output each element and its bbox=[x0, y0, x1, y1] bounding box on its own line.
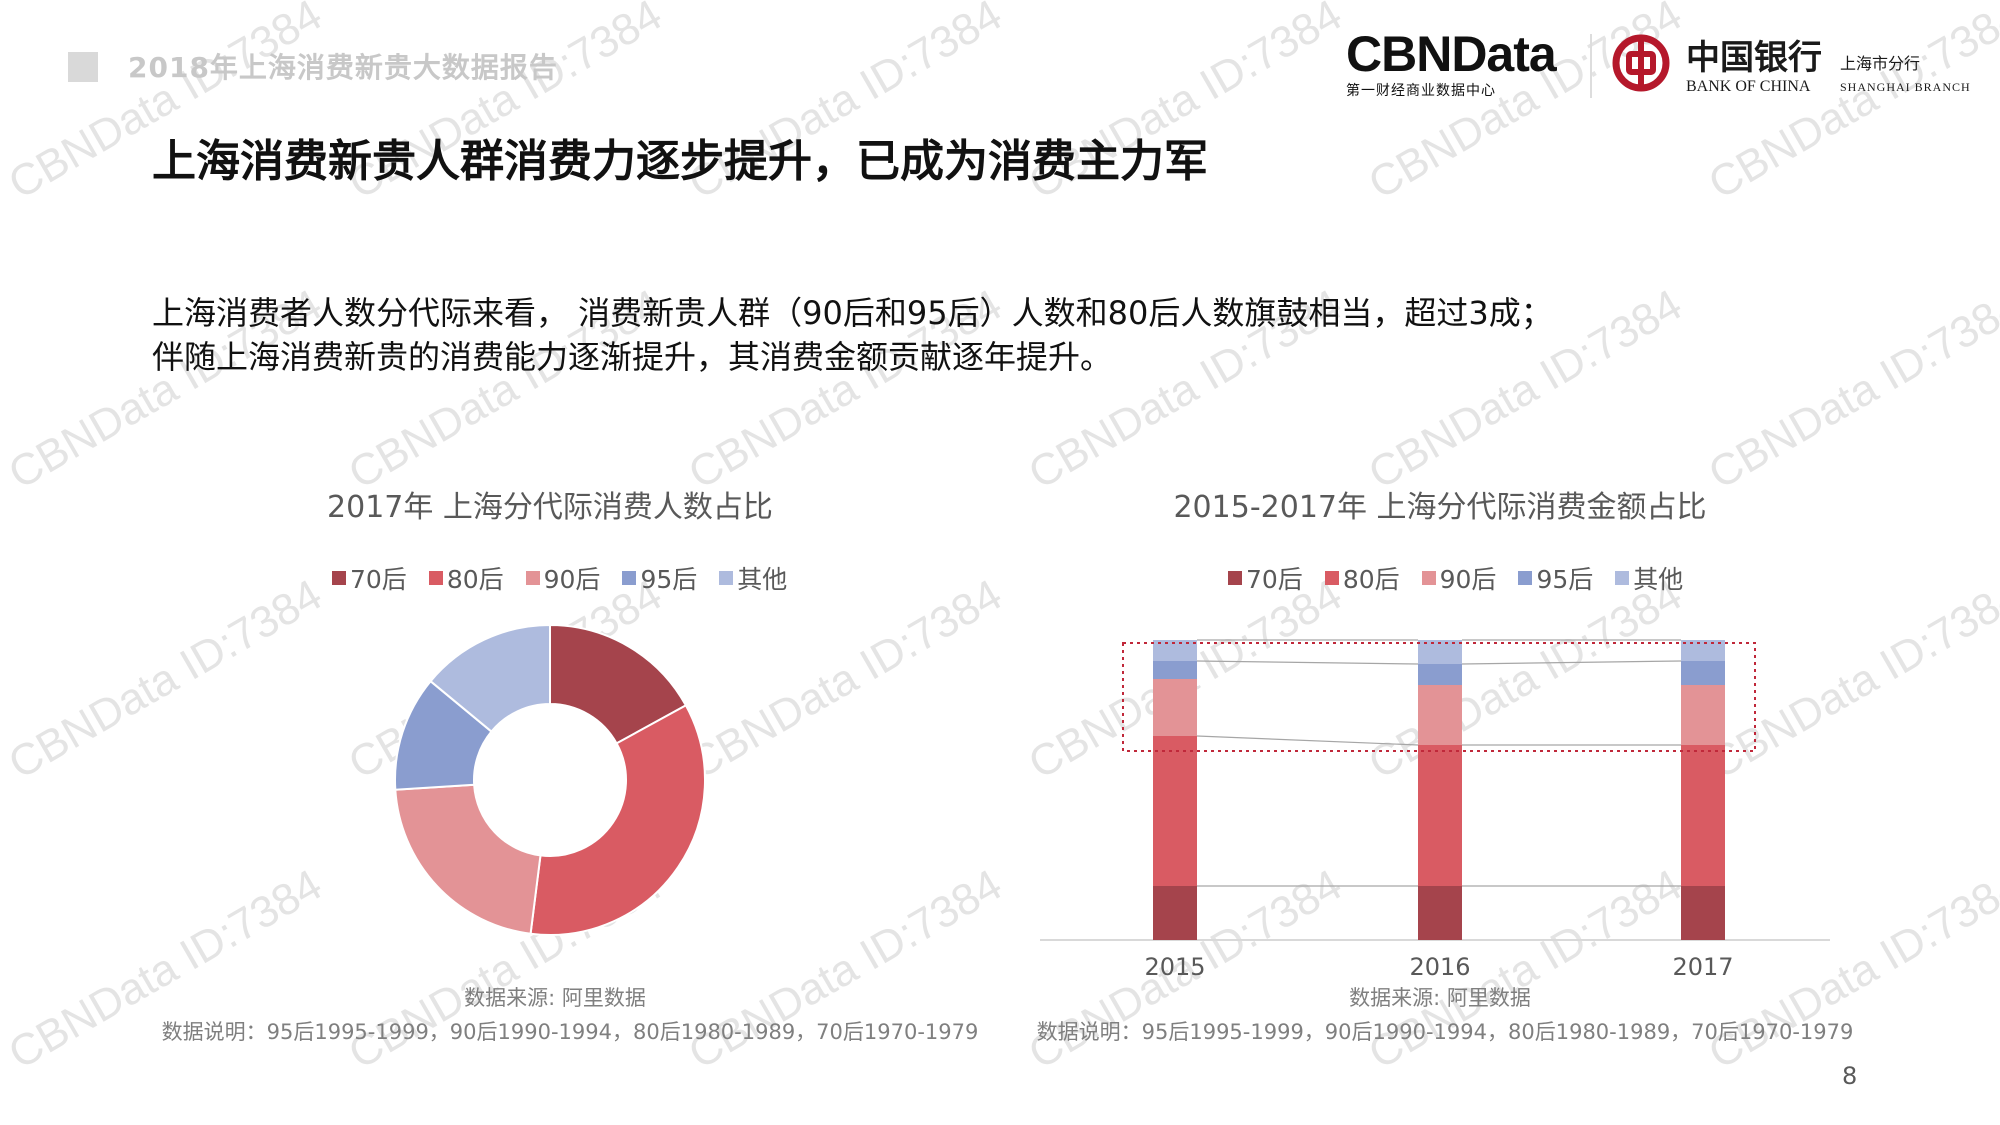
series-connector-line bbox=[1461, 660, 1682, 665]
donut-legend-swatch bbox=[622, 571, 637, 585]
watermark-text: CBNData ID:7384 bbox=[1, 570, 330, 789]
donut-legend-item: 其他 bbox=[719, 560, 787, 596]
bar-legend-label: 80后 bbox=[1342, 565, 1400, 594]
donut-legend-label: 80后 bbox=[446, 565, 504, 594]
donut-legend-label: 90后 bbox=[543, 565, 601, 594]
x-tick-label: 2017 bbox=[1672, 953, 1733, 980]
bar-legend-label: 90后 bbox=[1439, 565, 1497, 594]
donut-chart-source: 数据来源: 阿里数据 bbox=[464, 986, 646, 1010]
bank-branch-name-cn: 上海市分行 bbox=[1840, 54, 1921, 73]
watermark-text: CBNData ID:7384 bbox=[681, 570, 1010, 789]
bar-legend-swatch bbox=[1324, 571, 1339, 585]
x-tick-label: 2015 bbox=[1144, 953, 1205, 980]
watermark-text: CBNData ID:7384 bbox=[1701, 280, 2000, 499]
bar-segment-2015-95后 bbox=[1153, 661, 1197, 679]
donut-legend-label: 70后 bbox=[350, 565, 407, 594]
bar-segment-2016-95后 bbox=[1418, 664, 1462, 685]
donut-legend-swatch bbox=[525, 571, 540, 585]
bar-segment-2017-90后 bbox=[1681, 685, 1725, 745]
series-connector-line bbox=[1196, 735, 1419, 746]
donut-chart bbox=[394, 623, 706, 936]
bar-legend-label: 70后 bbox=[1246, 565, 1303, 594]
donut-chart-note: 数据说明：95后1995-1999，90后1990-1994，80后1980-1… bbox=[161, 1020, 979, 1044]
donut-legend-label: 其他 bbox=[737, 565, 788, 594]
stacked-bar-chart-source: 数据来源: 阿里数据 bbox=[1349, 986, 1531, 1010]
bar-segment-2017-70后 bbox=[1681, 886, 1725, 940]
bar-segment-2017-80后 bbox=[1681, 745, 1725, 886]
donut-legend-swatch bbox=[719, 571, 734, 585]
bar-legend-item: 90后 bbox=[1421, 560, 1497, 596]
donut-legend-item: 80后 bbox=[428, 560, 504, 596]
donut-legend-label: 95后 bbox=[640, 565, 698, 594]
stacked-bar-chart-title: 2015-2017年 上海分代际消费金额占比 bbox=[1173, 490, 1707, 525]
bar-legend-swatch bbox=[1228, 571, 1242, 585]
bar-legend-item: 70后 bbox=[1228, 560, 1303, 596]
bank-branch-name-en: SHANGHAI BRANCH bbox=[1840, 80, 1971, 94]
donut-chart-title: 2017年 上海分代际消费人数占比 bbox=[327, 490, 773, 525]
cbndata-logo-name: CBNData bbox=[1346, 26, 1557, 82]
donut-slice-90后 bbox=[394, 783, 542, 935]
bar-legend-swatch bbox=[1421, 571, 1436, 585]
donut-slice-80后 bbox=[529, 703, 706, 936]
bar-segment-2017-其他 bbox=[1681, 640, 1725, 661]
report-title: 2018年上海消费新贵大数据报告 bbox=[128, 51, 558, 84]
description-line-2: 伴随上海消费新贵的消费能力逐渐提升，其消费金额贡献逐年提升。 bbox=[152, 338, 1113, 376]
donut-slice-其他 bbox=[429, 623, 551, 733]
cbndata-logo: CBNData 第一财经商业数据中心 bbox=[1346, 26, 1557, 100]
bar-legend-label: 其他 bbox=[1633, 565, 1684, 594]
bar-segment-2015-80后 bbox=[1153, 736, 1197, 886]
bar-segment-2016-90后 bbox=[1418, 685, 1462, 745]
bar-segment-2017-95后 bbox=[1681, 661, 1725, 685]
donut-chart-legend: 70后 80后 90后 95后 其他 bbox=[332, 560, 787, 596]
cbndata-logo-subtitle: 第一财经商业数据中心 bbox=[1346, 83, 1496, 99]
stacked-bar-chart: 2015 2016 2017 bbox=[1040, 639, 1830, 980]
donut-legend-swatch bbox=[332, 571, 346, 585]
bar-segment-2016-80后 bbox=[1418, 745, 1462, 886]
bar-segment-2015-70后 bbox=[1153, 886, 1197, 940]
bar-legend-swatch bbox=[1615, 571, 1630, 585]
header-square bbox=[68, 52, 98, 82]
bar-legend-item: 95后 bbox=[1518, 560, 1593, 596]
description-line-1: 上海消费者人数分代际来看， 消费新贵人群（90后和95后）人数和80后人数旗鼓相… bbox=[152, 294, 1553, 332]
donut-legend-item: 70后 bbox=[332, 560, 407, 596]
donut-legend-swatch bbox=[428, 571, 443, 585]
donut-legend-item: 90后 bbox=[525, 560, 601, 596]
highlight-box bbox=[1122, 642, 1756, 752]
page-number: 8 bbox=[1842, 1062, 1858, 1090]
bank-of-china-emblem-icon bbox=[1612, 34, 1670, 92]
logo-divider bbox=[1590, 34, 1592, 98]
bar-segment-2015-其他 bbox=[1153, 640, 1197, 661]
stacked-bar-chart-legend: 70后 80后 90后 95后 其他 bbox=[1228, 560, 1683, 596]
page-title: 上海消费新贵人群消费力逐步提升，已成为消费主力军 bbox=[152, 136, 1208, 187]
bar-legend-item: 其他 bbox=[1615, 560, 1683, 596]
bar-segment-2016-70后 bbox=[1418, 886, 1462, 940]
bar-segment-2015-90后 bbox=[1153, 679, 1197, 736]
donut-legend-item: 95后 bbox=[622, 560, 697, 596]
series-connector-line bbox=[1196, 660, 1419, 665]
bar-legend-label: 95后 bbox=[1536, 565, 1594, 594]
bar-legend-swatch bbox=[1518, 571, 1533, 585]
bar-legend-item: 80后 bbox=[1324, 560, 1400, 596]
bank-of-china-name-cn: 中国银行 bbox=[1686, 38, 1822, 78]
x-tick-label: 2016 bbox=[1409, 953, 1470, 980]
bank-of-china-name-en: BANK OF CHINA bbox=[1686, 78, 1811, 95]
stacked-bar-chart-note: 数据说明：95后1995-1999，90后1990-1994，80后1980-1… bbox=[1036, 1020, 1854, 1044]
